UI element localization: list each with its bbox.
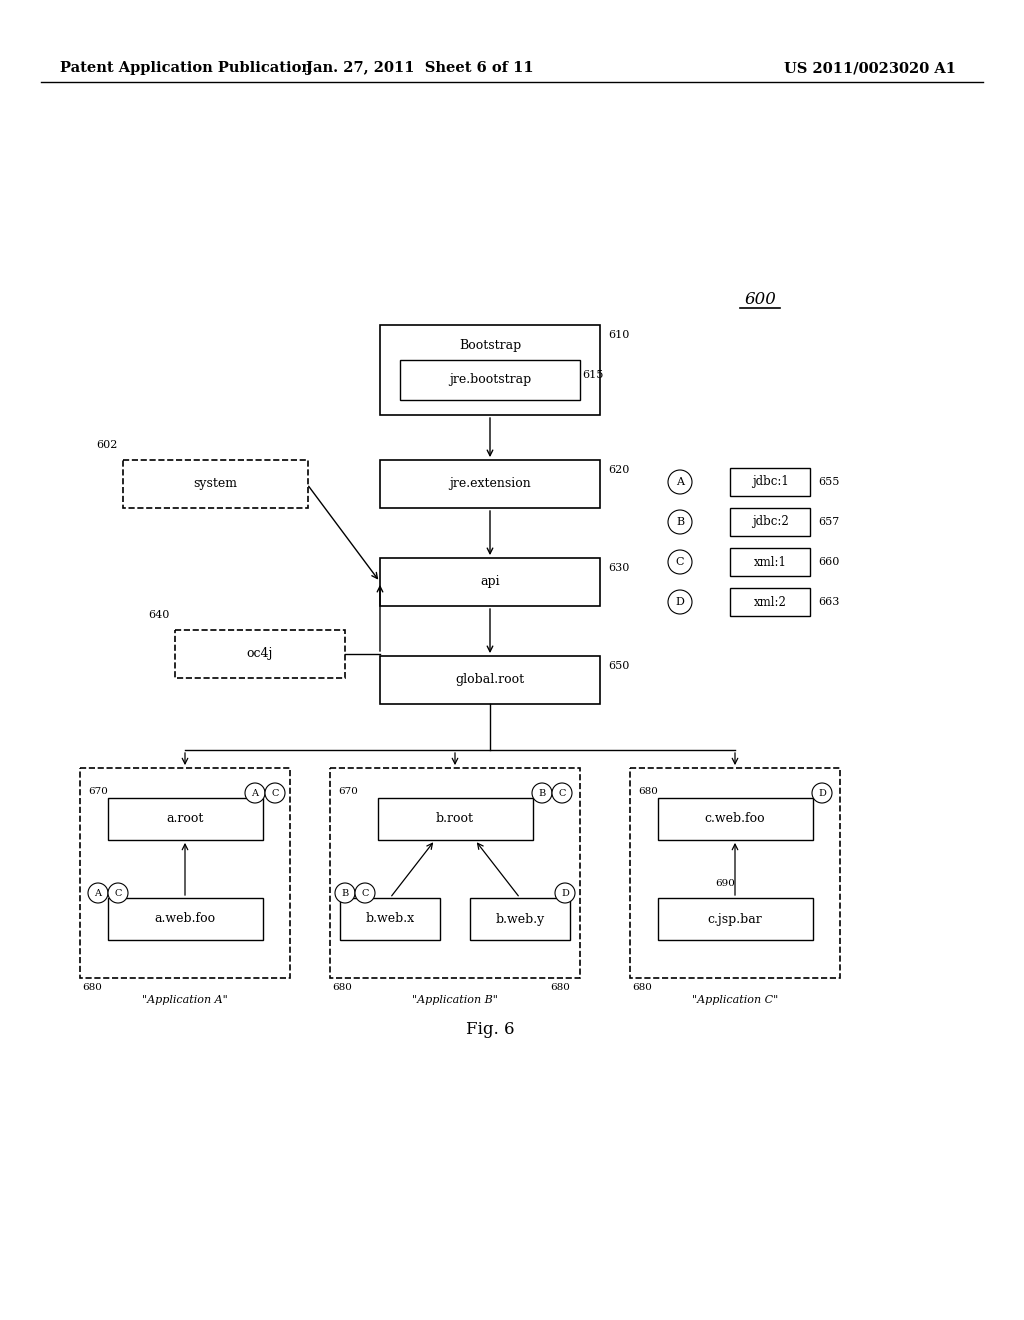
- Text: 600: 600: [744, 292, 776, 309]
- Text: B: B: [539, 788, 546, 797]
- Text: 680: 680: [332, 983, 352, 993]
- Text: 690: 690: [715, 879, 735, 887]
- Text: "Application A": "Application A": [142, 995, 228, 1005]
- Text: 670: 670: [88, 787, 108, 796]
- Text: 680: 680: [82, 983, 101, 993]
- Text: b.root: b.root: [436, 813, 474, 825]
- Bar: [380, 325, 600, 414]
- Circle shape: [532, 783, 552, 803]
- Bar: [730, 548, 810, 576]
- Circle shape: [245, 783, 265, 803]
- Text: D: D: [818, 788, 826, 797]
- Text: C: C: [676, 557, 684, 568]
- Bar: [108, 898, 263, 940]
- Text: 620: 620: [608, 465, 630, 475]
- Text: c.web.foo: c.web.foo: [705, 813, 765, 825]
- Circle shape: [668, 550, 692, 574]
- Bar: [470, 898, 570, 940]
- Text: B: B: [676, 517, 684, 527]
- Bar: [730, 587, 810, 616]
- Text: "Application C": "Application C": [692, 995, 778, 1005]
- Circle shape: [668, 470, 692, 494]
- Text: system: system: [193, 478, 237, 491]
- Bar: [380, 459, 600, 508]
- Circle shape: [812, 783, 831, 803]
- Circle shape: [552, 783, 572, 803]
- Text: Jan. 27, 2011  Sheet 6 of 11: Jan. 27, 2011 Sheet 6 of 11: [306, 61, 534, 75]
- Text: 680: 680: [632, 983, 652, 993]
- Text: 650: 650: [608, 661, 630, 671]
- Text: 657: 657: [818, 517, 840, 527]
- Bar: [340, 898, 440, 940]
- Circle shape: [265, 783, 285, 803]
- Bar: [175, 630, 345, 678]
- Bar: [330, 768, 580, 978]
- Text: Bootstrap: Bootstrap: [459, 338, 521, 351]
- Bar: [658, 898, 813, 940]
- Text: c.jsp.bar: c.jsp.bar: [708, 912, 763, 925]
- Text: xml:1: xml:1: [754, 556, 786, 569]
- Bar: [630, 768, 840, 978]
- Text: "Application B": "Application B": [412, 995, 498, 1005]
- Text: Patent Application Publication: Patent Application Publication: [60, 61, 312, 75]
- Text: api: api: [480, 576, 500, 589]
- Text: 615: 615: [582, 370, 603, 380]
- Text: jre.bootstrap: jre.bootstrap: [449, 374, 531, 387]
- Text: B: B: [341, 888, 348, 898]
- Bar: [658, 799, 813, 840]
- Text: C: C: [115, 888, 122, 898]
- Text: global.root: global.root: [456, 673, 524, 686]
- Text: C: C: [271, 788, 279, 797]
- Circle shape: [108, 883, 128, 903]
- Circle shape: [555, 883, 575, 903]
- Text: A: A: [676, 477, 684, 487]
- Text: jdbc:2: jdbc:2: [752, 516, 788, 528]
- Text: Fig. 6: Fig. 6: [466, 1022, 514, 1039]
- Bar: [108, 799, 263, 840]
- Bar: [730, 469, 810, 496]
- Circle shape: [355, 883, 375, 903]
- Bar: [380, 558, 600, 606]
- Text: 640: 640: [148, 610, 170, 620]
- Circle shape: [668, 590, 692, 614]
- Bar: [378, 799, 534, 840]
- Text: 655: 655: [818, 477, 840, 487]
- Text: C: C: [558, 788, 565, 797]
- Text: D: D: [676, 597, 684, 607]
- Text: 663: 663: [818, 597, 840, 607]
- Text: 602: 602: [96, 440, 118, 450]
- Bar: [123, 459, 308, 508]
- Text: 660: 660: [818, 557, 840, 568]
- Text: US 2011/0023020 A1: US 2011/0023020 A1: [784, 61, 956, 75]
- Circle shape: [668, 510, 692, 535]
- Circle shape: [88, 883, 108, 903]
- Text: 630: 630: [608, 564, 630, 573]
- Text: 670: 670: [338, 787, 357, 796]
- Bar: [80, 768, 290, 978]
- Text: oc4j: oc4j: [247, 648, 273, 660]
- Text: b.web.x: b.web.x: [366, 912, 415, 925]
- Text: D: D: [561, 888, 569, 898]
- Bar: [400, 360, 580, 400]
- Text: xml:2: xml:2: [754, 595, 786, 609]
- Text: 680: 680: [550, 983, 570, 993]
- Text: jdbc:1: jdbc:1: [752, 475, 788, 488]
- Text: 680: 680: [638, 787, 657, 796]
- Text: C: C: [361, 888, 369, 898]
- Text: jre.extension: jre.extension: [450, 478, 530, 491]
- Text: A: A: [94, 888, 101, 898]
- Bar: [730, 508, 810, 536]
- Text: a.root: a.root: [166, 813, 204, 825]
- Text: a.web.foo: a.web.foo: [155, 912, 216, 925]
- Text: 610: 610: [608, 330, 630, 341]
- Text: A: A: [252, 788, 258, 797]
- Circle shape: [335, 883, 355, 903]
- Bar: [380, 656, 600, 704]
- Text: b.web.y: b.web.y: [496, 912, 545, 925]
